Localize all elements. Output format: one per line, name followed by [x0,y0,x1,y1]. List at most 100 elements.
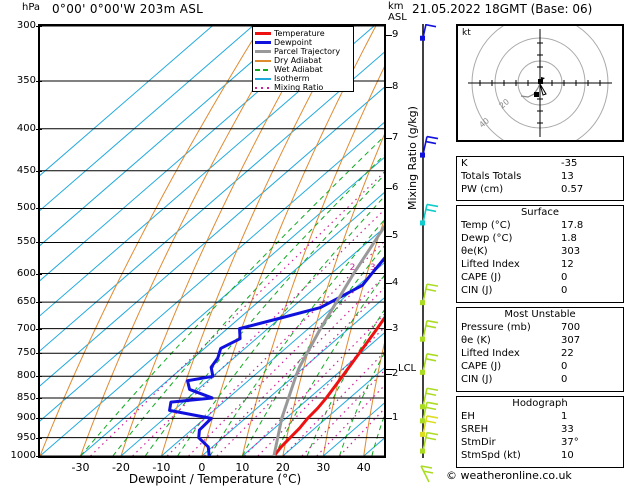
pressure-tick [36,302,42,304]
index-value: 37° [561,437,579,448]
legend-item: Parcel Trajectory [255,47,351,56]
index-label: SREH [461,424,489,435]
indices-panel-hodograph: Hodograph EH 1 SREH 33 StmDir 37° StmSpd (kt) 10 [456,396,624,468]
index-label: CAPE (J) [461,361,502,372]
height-tick-label: 3 [392,323,399,335]
footer-barb-icon [420,465,434,483]
wind-barb [420,353,439,375]
x-tick-label: -10 [152,461,171,474]
page-title: 0°00' 0°00'W 203m ASL [52,2,204,16]
x-tick-label: 20 [275,461,290,474]
index-label: θe(K) [461,246,488,257]
legend-label: Mixing Ratio [274,82,324,92]
lcl-tick [386,368,394,370]
index-value: 0 [561,361,568,372]
pressure-tick [36,26,42,27]
index-value: 10 [561,450,574,461]
height-tick [386,329,392,331]
legend-label: Wet Adiabat [274,64,323,74]
index-label: StmSpd (kt) [461,450,521,461]
index-row: PW (cm) 0.57 [457,183,623,196]
wind-barb [420,319,439,342]
pressure-tick-label: 600 [16,267,36,279]
hodograph-canvas: 20 40 [468,14,612,152]
height-tick [386,138,392,140]
pressure-tick [36,328,42,330]
x-tick-label: 0 [198,461,206,474]
index-label: Lifted Index [461,259,520,270]
svg-text:2: 2 [350,263,356,273]
pressure-tick [36,397,42,399]
index-label: StmDir [461,437,496,448]
svg-text:3: 3 [370,263,376,273]
pressure-tick [36,376,42,378]
height-tick-label: 4 [392,277,399,289]
height-tick [386,87,392,89]
index-row: SREH 33 [457,423,623,436]
legend-swatch-temperature [255,32,271,35]
height-tick [386,236,392,238]
index-row: StmDir 37° [457,436,623,449]
height-tick-label: 9 [392,28,399,40]
legend-label: Dry Adiabat [274,55,322,65]
pressure-tick-label: 900 [16,412,36,424]
legend: Temperature Dewpoint Parcel Trajectory Dry … [252,26,354,92]
datetime-label: 21.05.2022 18GMT (Base: 06) [412,2,593,16]
height-tick [386,34,392,36]
asl-unit-label: ASL [388,12,407,23]
panel-heading: Surface [520,207,560,218]
legend-item: Wet Adiabat [255,65,351,74]
index-value: 307 [561,335,581,346]
height-tick [386,417,392,419]
pressure-tick-label: 500 [16,202,36,214]
index-value: 1 [561,411,568,422]
pressure-tick-label: 800 [16,370,36,382]
index-value: 0 [561,285,568,296]
index-row: CIN (J) 0 [457,284,623,297]
index-label: Totals Totals [461,171,522,182]
index-value: -35 [561,158,578,169]
index-label: Pressure (mb) [461,322,531,333]
indices-panel-top: K -35 Totals Totals 13 PW (cm) 0.57 [456,156,624,201]
legend-item: Temperature [255,29,351,38]
legend-swatch-dry-adiabat [255,59,271,62]
pressure-unit-label: hPa [22,2,41,13]
lcl-label: LCL [398,362,417,374]
index-row: K -35 [457,157,623,170]
wind-barb [420,401,439,424]
indices-panel-surface: Surface Temp (°C) 17.8 Dewp (°C) 1.8 θe(K) 303… [456,205,624,303]
index-row: θe(K) 303 [457,245,623,258]
legend-swatch-isotherm [255,77,271,80]
legend-swatch-parcel-trajectory [255,50,271,53]
pressure-tick-label: 550 [16,236,36,248]
index-value: 22 [561,348,574,359]
wind-barb-column [420,24,439,458]
legend-item: Dry Adiabat [255,56,351,65]
index-row: Totals Totals 13 [457,170,623,183]
height-unit-label: km [388,1,404,12]
pressure-tick-label: 400 [16,122,36,134]
index-value: 0 [561,272,568,283]
height-tick-label: 8 [392,81,399,93]
pressure-tick [36,128,42,130]
index-row: Lifted Index 12 [457,258,623,271]
legend-label: Isotherm [274,73,310,83]
height-tick-label: 1 [392,411,399,423]
pressure-tick [36,208,42,210]
pressure-tick [36,242,42,244]
hodograph-plot[interactable]: kt 20 40 [456,14,624,152]
pressure-tick-label: 350 [16,75,36,87]
pressure-tick-label: 950 [16,431,36,443]
pressure-tick [36,437,42,439]
x-tick-label: 30 [316,461,331,474]
height-tick [386,374,392,376]
index-row: Pressure (mb) 700 [457,321,623,334]
index-row: Lifted Index 22 [457,347,623,360]
legend-swatch-wet-adiabat [255,68,271,71]
pressure-tick [36,456,42,457]
height-tick [386,283,392,285]
copyright-label: © weatheronline.co.uk [446,469,572,482]
index-row: θe (K) 307 [457,334,623,347]
height-tick-label: 6 [392,181,399,193]
